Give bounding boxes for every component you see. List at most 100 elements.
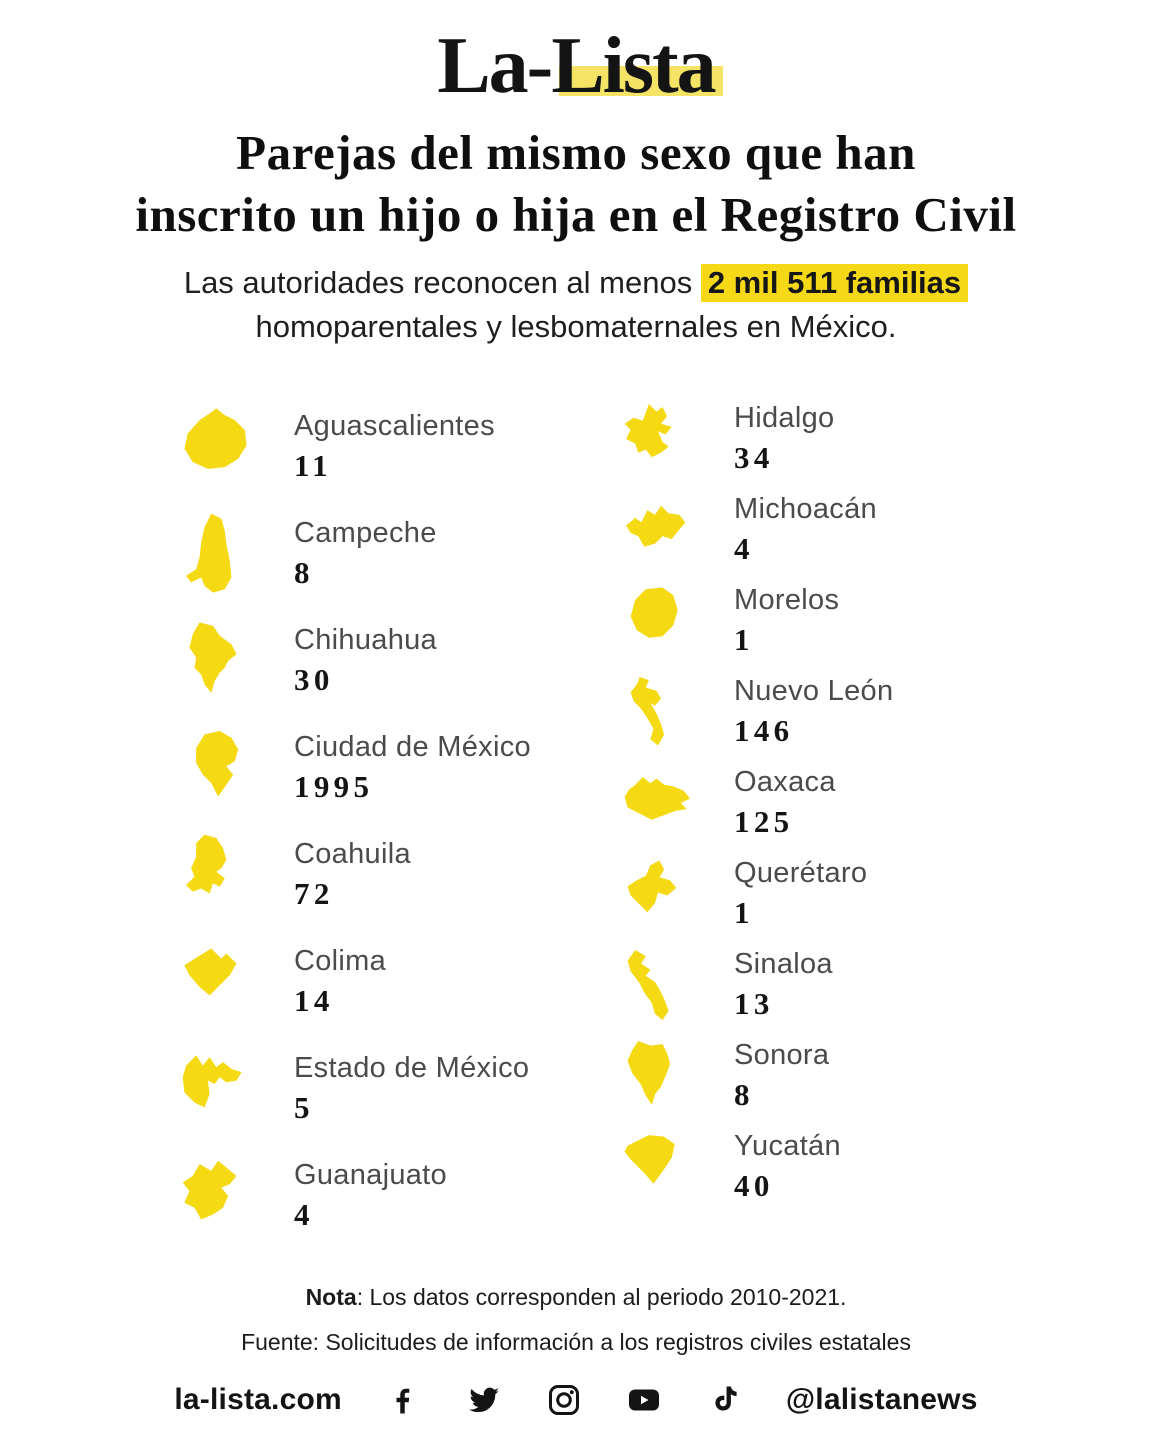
state-name: Chihuahua: [294, 624, 437, 657]
facebook-icon: [386, 1382, 422, 1418]
state-value: 146: [734, 712, 794, 748]
state-name: Coahuila: [294, 838, 411, 871]
guanajuato-map-icon: [166, 1154, 270, 1238]
subtitle: Las autoridades reconocen al menos 2 mil…: [126, 261, 1026, 349]
social-handle: @lalistanews: [785, 1382, 978, 1416]
states-column-right: Hidalgo 34 Michoacán 4 Morelos 1 Nuevo León 146…: [606, 394, 986, 1250]
morelos-map-icon: [606, 583, 710, 659]
chihuahua-map-icon: [166, 619, 270, 703]
state-row: Campeche 8: [166, 501, 586, 608]
coahuila-map-icon: [166, 833, 270, 917]
logo-highlight-band: [559, 66, 723, 96]
social-icons: [386, 1382, 742, 1418]
state-name: Estado de México: [294, 1052, 530, 1085]
state-name: Guanajuato: [294, 1159, 447, 1192]
state-value: 11: [294, 447, 332, 483]
queretaro-map-icon: [606, 856, 710, 932]
state-row: Yucatán 40: [606, 1122, 986, 1213]
state-row: Aguascalientes 11: [166, 394, 586, 501]
state-value: 1: [734, 894, 754, 930]
state-row: Ciudad de México 1995: [166, 715, 586, 822]
page-title: Parejas del mismo sexo que han inscrito …: [26, 122, 1126, 245]
state-text: Sinaloa 13: [734, 948, 833, 1021]
state-row: Estado de México 5: [166, 1036, 586, 1143]
sinaloa-map-icon: [606, 947, 710, 1023]
subtitle-suffix: homoparentales y lesbomaternales en Méxi…: [255, 309, 897, 345]
website-url: la-lista.com: [174, 1382, 342, 1416]
state-name: Oaxaca: [734, 766, 836, 799]
state-text: Chihuahua 30: [294, 624, 437, 697]
state-text: Nuevo León 146: [734, 675, 893, 748]
state-row: Chihuahua 30: [166, 608, 586, 715]
cdmx-map-icon: [166, 726, 270, 810]
state-text: Michoacán 4: [734, 493, 877, 566]
state-row: Nuevo León 146: [606, 667, 986, 758]
state-value: 1: [734, 621, 754, 657]
state-text: Yucatán 40: [734, 1130, 841, 1203]
state-name: Querétaro: [734, 857, 868, 890]
state-text: Hidalgo 34: [734, 402, 834, 475]
header: La-Lista: [0, 0, 1152, 108]
state-row: Morelos 1: [606, 576, 986, 667]
state-text: Oaxaca 125: [734, 766, 836, 839]
state-row: Coahuila 72: [166, 822, 586, 929]
michoacan-map-icon: [606, 492, 710, 568]
state-name: Sonora: [734, 1039, 830, 1072]
state-value: 13: [734, 985, 774, 1021]
state-value: 14: [294, 982, 334, 1018]
colima-map-icon: [166, 940, 270, 1024]
state-text: Ciudad de México 1995: [294, 731, 531, 804]
instagram-icon: [546, 1382, 582, 1418]
state-name: Yucatán: [734, 1130, 841, 1163]
state-row: Sonora 8: [606, 1031, 986, 1122]
state-name: Sinaloa: [734, 948, 833, 981]
state-row: Sinaloa 13: [606, 940, 986, 1031]
state-name: Campeche: [294, 517, 437, 550]
state-name: Aguascalientes: [294, 410, 495, 443]
subtitle-highlight: 2 mil 511 familias: [700, 264, 969, 303]
state-value: 30: [294, 661, 334, 697]
state-name: Nuevo León: [734, 675, 894, 708]
oaxaca-map-icon: [606, 765, 710, 841]
state-value: 1995: [294, 768, 374, 804]
state-value: 40: [734, 1167, 774, 1203]
campeche-map-icon: [166, 512, 270, 596]
note-line: Nota: Los datos corresponden al periodo …: [0, 1284, 1152, 1311]
state-name: Hidalgo: [734, 402, 835, 435]
state-row: Colima 14: [166, 929, 586, 1036]
state-value: 125: [734, 803, 794, 839]
title-line-1: Parejas del mismo sexo que han: [236, 125, 916, 180]
state-value: 4: [734, 530, 754, 566]
state-name: Michoacán: [734, 493, 877, 526]
note-label: Nota: [305, 1283, 357, 1310]
subtitle-prefix: Las autoridades reconocen al menos: [183, 265, 701, 301]
state-text: Morelos 1: [734, 584, 839, 657]
youtube-icon: [626, 1382, 662, 1418]
hidalgo-map-icon: [606, 401, 710, 477]
state-name: Morelos: [734, 584, 840, 617]
logo-text: La-Lista: [437, 22, 716, 110]
states-grid: Aguascalientes 11 Campeche 8 Chihuahua 30 Ciud…: [166, 394, 986, 1250]
state-text: Estado de México 5: [294, 1052, 529, 1125]
state-text: Colima 14: [294, 945, 386, 1018]
state-text: Querétaro 1: [734, 857, 867, 930]
state-text: Campeche 8: [294, 517, 437, 590]
states-column-left: Aguascalientes 11 Campeche 8 Chihuahua 30 Ciud…: [166, 394, 586, 1250]
state-value: 34: [734, 439, 774, 475]
state-value: 72: [294, 875, 334, 911]
state-name: Ciudad de México: [294, 731, 531, 764]
sonora-map-icon: [606, 1038, 710, 1114]
state-value: 4: [294, 1196, 314, 1232]
state-row: Oaxaca 125: [606, 758, 986, 849]
state-value: 8: [294, 554, 314, 590]
state-name: Colima: [294, 945, 387, 978]
state-value: 5: [294, 1089, 314, 1125]
state-text: Coahuila 72: [294, 838, 411, 911]
nuevoleon-map-icon: [606, 674, 710, 750]
state-row: Querétaro 1: [606, 849, 986, 940]
tiktok-icon: [706, 1382, 742, 1418]
yucatan-map-icon: [606, 1129, 710, 1205]
state-text: Aguascalientes 11: [294, 410, 495, 483]
state-row: Hidalgo 34: [606, 394, 986, 485]
